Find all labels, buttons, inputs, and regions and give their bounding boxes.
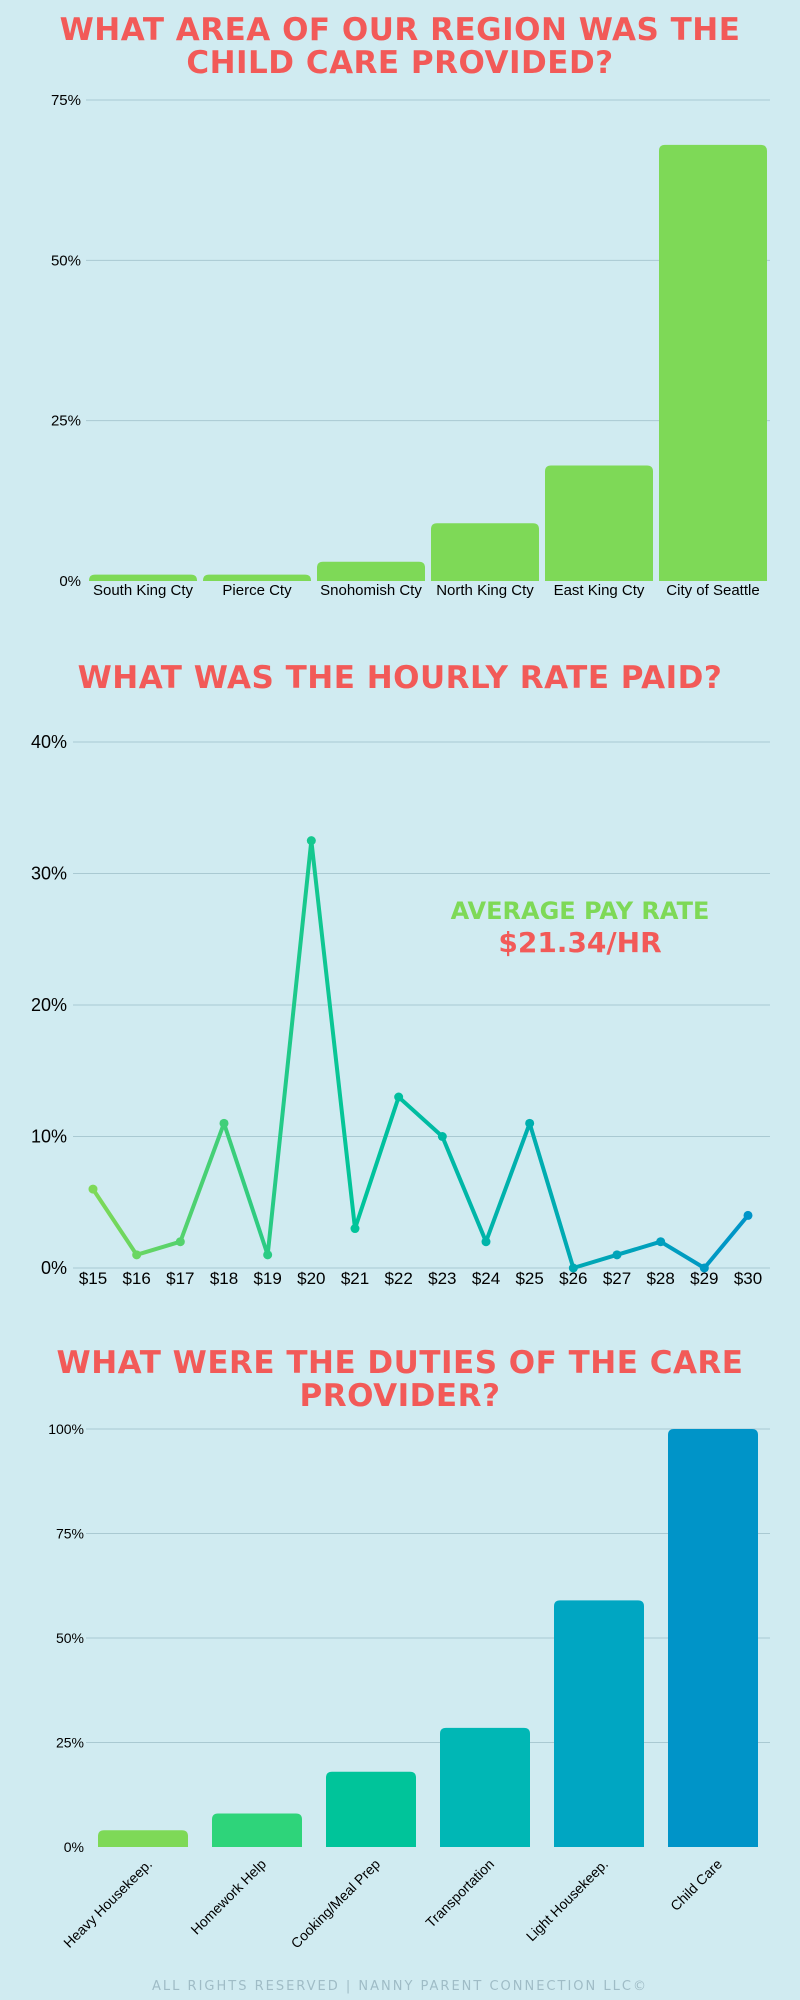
y-tick-label: 30% (31, 864, 67, 884)
data-point (481, 1237, 491, 1247)
x-tick-label: $23 (428, 1269, 456, 1288)
data-point (743, 1210, 753, 1220)
x-tick-label: $22 (384, 1269, 412, 1288)
bar (326, 1771, 416, 1847)
x-tick-label: Transportation (422, 1856, 497, 1931)
x-tick-label: $27 (603, 1269, 631, 1288)
x-tick-label: $28 (646, 1269, 674, 1288)
bar (545, 465, 653, 581)
bar (659, 144, 767, 582)
x-tick-label: $18 (210, 1269, 238, 1288)
x-tick-label: $21 (341, 1269, 369, 1288)
x-tick-label: Heavy Housekeep. (60, 1856, 155, 1951)
bar (89, 574, 197, 581)
y-tick-label: 75% (56, 1526, 84, 1542)
bar (554, 1600, 644, 1847)
x-tick-label: North King Cty (436, 582, 534, 599)
data-point (568, 1263, 578, 1273)
y-tick-label: 75% (51, 92, 81, 109)
x-tick-label: Snohomish Cty (320, 582, 422, 599)
duties-chart-title: WHAT WERE THE DUTIES OF THE CARE PROVIDE… (56, 1345, 744, 1414)
y-tick-label: 50% (56, 1630, 84, 1646)
average-pay-label: AVERAGE PAY RATE (451, 897, 710, 925)
x-tick-label: $30 (734, 1269, 762, 1288)
data-point (306, 836, 316, 846)
data-point (612, 1250, 622, 1260)
data-point (175, 1237, 185, 1247)
y-tick-label: 25% (56, 1735, 84, 1751)
data-point (699, 1263, 709, 1273)
region-bar-chart: 0% 25% 50% 75% South King Cty Pierce Cty Snoho… (51, 92, 770, 599)
data-point (525, 1118, 535, 1128)
data-point (437, 1132, 447, 1141)
bar (212, 1813, 302, 1847)
bar (203, 574, 311, 581)
data-point (219, 1118, 229, 1128)
y-tick-label: 20% (31, 995, 67, 1015)
x-tick-label: $24 (472, 1269, 500, 1288)
y-tick-label: 25% (51, 413, 81, 430)
data-point (656, 1237, 666, 1247)
x-tick-label: $20 (297, 1269, 325, 1288)
y-tick-label: 0% (59, 573, 81, 590)
x-tick-label: $19 (253, 1269, 281, 1288)
x-tick-label: Cooking/Meal Prep (288, 1856, 384, 1952)
bar (431, 523, 539, 581)
x-tick-label: Light Housekeep. (523, 1856, 611, 1944)
x-tick-label: $25 (515, 1269, 543, 1288)
x-tick-label: South King Cty (93, 582, 194, 599)
x-tick-label: $15 (79, 1269, 107, 1288)
footer-copyright: ALL RIGHTS RESERVED | NANNY PARENT CONNE… (152, 1979, 648, 1994)
hourly-rate-line-chart: 0% 10% 20% 30% 40% $15 $16 $17 $18 $19 $20 $21 $22 $2… (31, 732, 770, 1288)
region-chart-title: WHAT AREA OF OUR REGION WAS THE CHILD CA… (59, 12, 741, 81)
x-tick-label: City of Seattle (666, 582, 759, 599)
y-tick-label: 40% (31, 732, 67, 752)
data-point (132, 1250, 142, 1260)
bar (98, 1830, 188, 1847)
bar (440, 1727, 530, 1847)
x-tick-label: Homework Help (187, 1856, 269, 1938)
x-tick-label: East King Cty (554, 582, 645, 599)
bar (668, 1429, 758, 1847)
x-tick-label: $26 (559, 1269, 587, 1288)
series-line (91, 838, 750, 1270)
bar (317, 561, 425, 581)
data-point (394, 1092, 404, 1102)
average-pay-value: $21.34/HR (498, 926, 661, 959)
hourly-rate-chart-title: WHAT WAS THE HOURLY RATE PAID? (77, 660, 723, 696)
x-tick-label: $17 (166, 1269, 194, 1288)
x-tick-label: $16 (122, 1269, 150, 1288)
y-tick-label: 0% (64, 1839, 84, 1855)
y-tick-label: 100% (48, 1421, 84, 1437)
x-tick-label: Child Care (667, 1856, 725, 1914)
y-tick-label: 10% (31, 1127, 67, 1147)
data-point (88, 1184, 98, 1194)
y-tick-label: 50% (51, 252, 81, 269)
y-tick-label: 0% (41, 1258, 67, 1278)
x-tick-label: $29 (690, 1269, 718, 1288)
x-tick-label: Pierce Cty (222, 582, 292, 599)
data-point (263, 1250, 273, 1260)
data-point (350, 1224, 360, 1234)
